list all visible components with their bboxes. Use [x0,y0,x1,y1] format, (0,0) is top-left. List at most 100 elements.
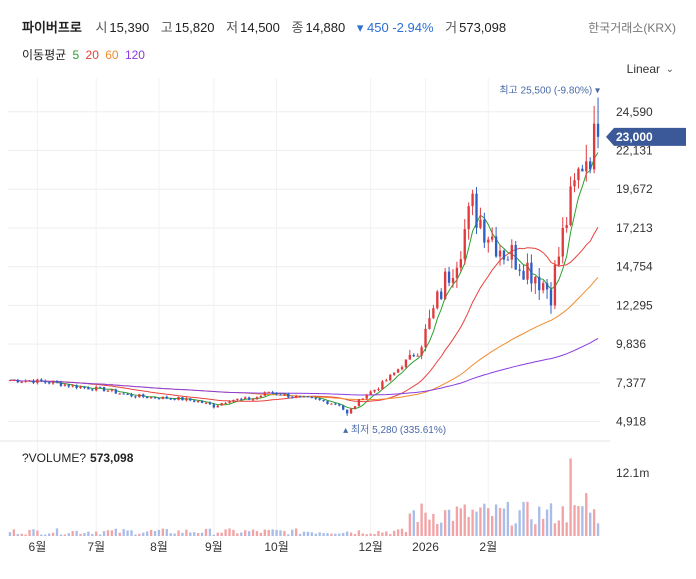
volume-bar [153,530,157,536]
volume-bar [455,506,459,536]
candle-body [467,206,470,230]
volume-bar [412,510,415,536]
candle-body [440,291,443,299]
ma120-label: 120 [124,48,145,62]
candle-body [240,398,243,400]
volume-bar [349,532,353,536]
volume-bar [483,503,486,536]
y-tick-label: 17,213 [616,221,653,235]
low-label: 저 [226,20,239,35]
volume-bar [369,533,372,536]
volume-bar [585,493,588,536]
volume-bar [149,529,153,536]
volume-bar [541,518,545,536]
candle-body [561,228,564,257]
candle-body [200,400,204,403]
volume-bar [447,509,451,536]
volume-value: 573,098 [459,20,507,35]
volume-bar [47,533,51,536]
y-axis: 24,590 22,131 19,672 17,213 14,754 12,295 9,83… [616,105,653,429]
candle-body [326,401,329,404]
volume-bar [267,529,270,536]
candle-body [585,161,588,172]
volume-bar [157,529,161,536]
volume-bar [298,533,302,536]
ma5-line [9,152,599,410]
candle-body [455,267,459,279]
volume-bar [581,506,584,536]
chevron-down-icon[interactable]: ⌄ [665,64,674,75]
candle-body [169,398,172,400]
volume-bar [20,533,23,536]
volume-bar [208,528,212,536]
volume-bar [114,528,117,536]
candle-body [220,403,223,406]
volume-bar [283,530,286,536]
volume-bar [589,512,592,536]
volume-bar [436,524,439,536]
volume-bar [526,501,529,536]
x-axis: 6월 7월 8월 9월 10월 12월 2026 2월 [29,540,498,554]
candle-body [592,123,596,170]
candle-body [345,409,349,414]
volume-bar [545,509,549,536]
candle-body [110,389,114,391]
volume-bar [142,532,145,536]
candle-body [130,394,133,397]
volume-bar [16,534,19,536]
candle-body [91,389,94,391]
volume-bar [522,501,525,536]
candle-body [173,398,176,400]
volume-bar [424,512,427,536]
volume-bar [259,532,263,536]
y-tick-label: 19,672 [616,182,653,196]
volume-bar [232,529,235,536]
high-value: 15,820 [174,20,215,35]
candle-body [106,390,110,392]
volume-bar [240,532,243,536]
candle-body [463,229,466,260]
candle-body [126,393,129,395]
volume-bar [502,508,506,536]
volume-bar [549,503,553,536]
volume-bar [302,531,306,536]
candle-body [369,391,372,395]
candle-body [161,396,165,400]
candle-body [20,381,23,383]
volume-bar [451,520,455,536]
scale-mode-select[interactable]: Linear [626,62,660,76]
volume-bar [294,528,298,536]
candle-body [79,386,82,389]
volume-bar [592,509,596,536]
x-tick-label: 9월 [205,540,223,554]
candle-body [208,402,212,405]
volume-bar [310,532,314,536]
candle-body [545,283,549,290]
candle-body [581,168,584,172]
candle-body [334,403,337,405]
candle-body [479,219,482,228]
candle-body [318,398,321,401]
volume-bar [361,533,364,536]
candle-body [534,276,537,284]
volume-bar [400,528,404,536]
close-label: 종 [291,20,304,35]
candle-body [569,186,572,226]
candle-body [330,403,333,405]
volume-bar [75,530,78,536]
volume-bar [557,520,561,536]
ma60-line [9,276,599,401]
high-annotation: 최고 25,500 (-9.80%) ▾ [499,84,600,96]
volume-bar [169,533,172,536]
candle-body [400,367,404,370]
volume-bar [130,530,133,536]
exchange-label: 한국거래소(KRX) [588,21,676,35]
volume-bar [87,531,90,536]
volume-bar [200,532,204,536]
candle-body [196,400,200,402]
candle-body [494,236,498,257]
candle-body [361,398,364,400]
volume-bar [110,530,114,536]
volume-bar [392,530,396,536]
